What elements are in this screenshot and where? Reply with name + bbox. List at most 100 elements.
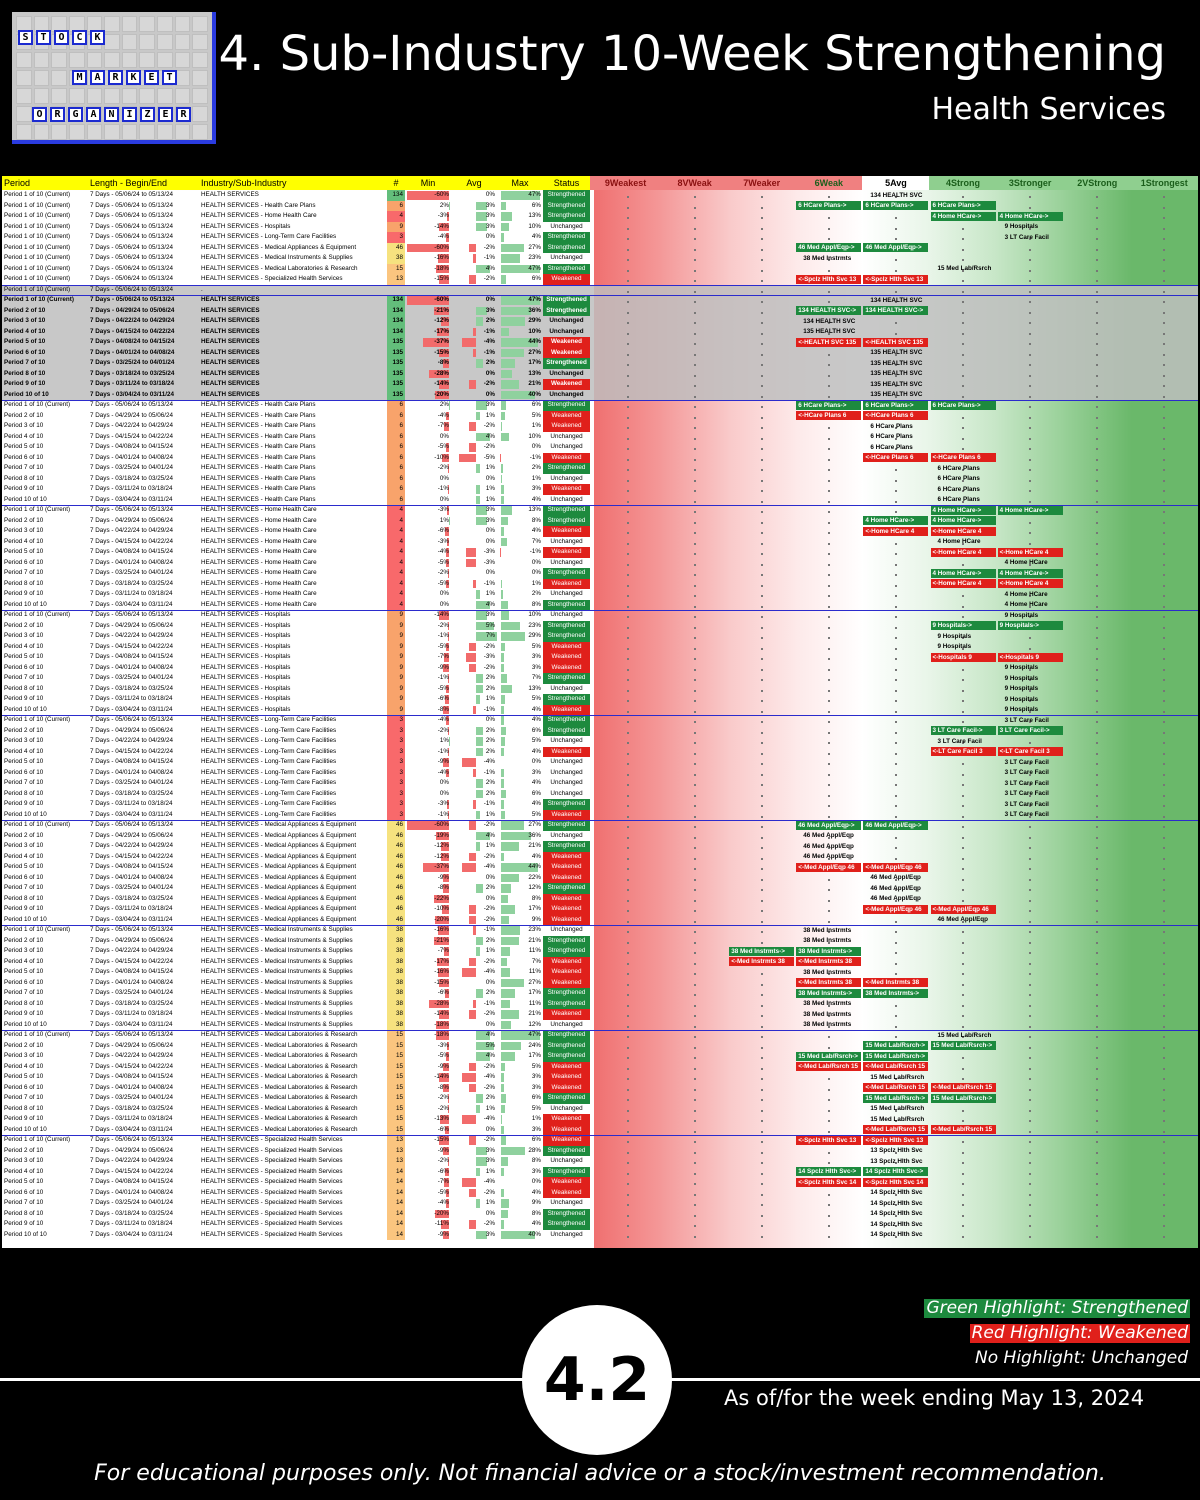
zone-label[interactable]: 15 Med Lab/Rsrch->: [930, 1093, 996, 1103]
table-row[interactable]: Period 9 of 10 7 Days - 03/11/24 to 03/18…: [2, 694, 1198, 705]
table-row[interactable]: Period 9 of 10 7 Days - 03/11/24 to 03/18…: [2, 484, 1198, 495]
zone-label[interactable]: <-Spclz Hlth Svc 13: [796, 1135, 862, 1145]
zone-label[interactable]: 46 Med Appl/Eqp->: [796, 820, 862, 830]
table-row[interactable]: Period 5 of 10 7 Days - 04/08/24 to 04/15…: [2, 1072, 1198, 1083]
zone-label[interactable]: 4 Home HCare->: [863, 516, 929, 526]
table-row[interactable]: Period 4 of 10 7 Days - 04/15/24 to 04/22…: [2, 536, 1198, 547]
zone-label[interactable]: 38 Med Instrmts: [803, 937, 852, 945]
zone-label[interactable]: <-Spclz Hlth Svc 14: [796, 1177, 862, 1187]
zone-label[interactable]: 6 HCare Plans: [937, 496, 980, 504]
table-row[interactable]: Period 3 of 10 7 Days - 04/22/24 to 04/29…: [2, 421, 1198, 432]
zone-label[interactable]: 4 Home HCare: [1004, 559, 1048, 567]
zone-label[interactable]: 6 HCare Plans->: [930, 400, 996, 410]
zone-label[interactable]: <-Spclz Hlth Svc 14: [863, 1177, 929, 1187]
zone-label[interactable]: 4 Home HCare->: [930, 516, 996, 526]
zone-label[interactable]: <-HEALTH SVC 135: [863, 337, 929, 347]
zone-label[interactable]: 134 HEALTH SVC: [870, 296, 923, 304]
column-header[interactable]: 3Stronger: [996, 176, 1064, 190]
table-row[interactable]: Period 8 of 10 7 Days - 03/18/24 to 03/25…: [2, 683, 1198, 694]
zone-label[interactable]: 6 HCare Plans: [870, 443, 913, 451]
table-row[interactable]: Period 8 of 10 7 Days - 03/18/24 to 03/25…: [2, 998, 1198, 1009]
table-row[interactable]: Period 8 of 10 7 Days - 03/18/24 to 03/25…: [2, 1208, 1198, 1219]
zone-label[interactable]: 14 Spclz Hlth Svc: [870, 1189, 923, 1197]
table-row[interactable]: Period 7 of 10 7 Days - 03/25/24 to 04/01…: [2, 988, 1198, 999]
column-header[interactable]: 1Strongest: [1130, 176, 1198, 190]
zone-label[interactable]: 15 Med Lab/Rsrch: [870, 1105, 925, 1113]
zone-label[interactable]: 15 Med Lab/Rsrch->: [863, 1051, 929, 1061]
table-row[interactable]: Period 4 of 10 7 Days - 04/15/24 to 04/22…: [2, 431, 1198, 442]
zone-label[interactable]: 4 Home HCare: [937, 538, 981, 546]
zone-label[interactable]: 6 HCare Plans->: [863, 201, 929, 211]
table-row[interactable]: Period 1 of 10 (Current) 7 Days - 05/06/2…: [2, 253, 1198, 264]
zone-label[interactable]: <-Home HCare 4: [863, 526, 929, 536]
table-row[interactable]: Period 4 of 10 7 Days - 04/15/24 to 04/22…: [2, 641, 1198, 652]
table-row[interactable]: Period 1 of 10 (Current) 7 Days - 05/06/2…: [2, 610, 1198, 621]
zone-label[interactable]: 46 Med Appl/Eqp: [803, 842, 854, 850]
table-row[interactable]: Period 4 of 10 7 Days - 04/15/24 to 04/22…: [2, 956, 1198, 967]
zone-label[interactable]: <-LT Care Facil 3: [997, 747, 1063, 757]
zone-label[interactable]: 15 Med Lab/Rsrch: [870, 1115, 925, 1123]
zone-label[interactable]: 6 HCare Plans: [870, 422, 913, 430]
zone-label[interactable]: 134 HEALTH SVC->: [796, 306, 862, 316]
table-row[interactable]: Period 1 of 10 (Current) 7 Days - 05/06/2…: [2, 400, 1198, 411]
table-row[interactable]: Period 4 of 10 7 Days - 04/15/24 to 04/22…: [2, 1061, 1198, 1072]
table-row[interactable]: Period 10 of 10 7 Days - 03/04/24 to 03/1…: [2, 809, 1198, 820]
zone-label[interactable]: 135 HEALTH SVC: [803, 328, 856, 336]
zone-label[interactable]: <-LT Care Facil 3: [930, 747, 996, 757]
table-row[interactable]: Period 1 of 10 (Current) 7 Days - 05/06/2…: [2, 190, 1198, 201]
table-row[interactable]: Period 10 of 10 7 Days - 03/04/24 to 03/1…: [2, 704, 1198, 715]
zone-label[interactable]: <-Med Appl/Eqp 46: [863, 862, 929, 872]
zone-label[interactable]: 38 Med Instrmts: [803, 1021, 852, 1029]
table-row[interactable]: Period 6 of 10 7 Days - 04/01/24 to 04/08…: [2, 557, 1198, 568]
zone-label[interactable]: <-Spclz Hlth Svc 13: [863, 274, 929, 284]
zone-label[interactable]: 15 Med Lab/Rsrch->: [863, 1041, 929, 1051]
zone-label[interactable]: 38 Med Instrmts: [803, 1000, 852, 1008]
zone-label[interactable]: 9 Hospitals: [937, 643, 972, 651]
zone-label[interactable]: 9 Hospitals: [1004, 223, 1039, 231]
table-row[interactable]: Period 3 of 10 7 Days - 04/22/24 to 04/29…: [2, 841, 1198, 852]
table-row[interactable]: Period 1 of 10 (Current) 7 Days - 05/06/2…: [2, 232, 1198, 243]
zone-label[interactable]: 9 Hospitals: [1004, 685, 1039, 693]
zone-label[interactable]: 38 Med Instrmts->: [796, 988, 862, 998]
zone-label[interactable]: <-Med Lab/Rsrch 15: [796, 1062, 862, 1072]
table-row[interactable]: Period 9 of 10 7 Days - 03/11/24 to 03/18…: [2, 799, 1198, 810]
column-header[interactable]: Max: [497, 176, 543, 190]
zone-label[interactable]: 9 Hospitals: [1004, 664, 1039, 672]
table-row[interactable]: Period 6 of 10 7 Days - 04/01/24 to 04/08…: [2, 977, 1198, 988]
zone-label[interactable]: 46 Med Appl/Eqp: [870, 874, 921, 882]
zone-label[interactable]: 46 Med Appl/Eqp->: [863, 243, 929, 253]
zone-label[interactable]: 13 Spclz Hlth Svc: [870, 1147, 923, 1155]
table-row[interactable]: Period 2 of 10 7 Days - 04/29/24 to 05/06…: [2, 725, 1198, 736]
zone-label[interactable]: 14 Spclz Hlth Svc->: [796, 1167, 862, 1177]
table-row[interactable]: Period 10 of 10 7 Days - 03/04/24 to 03/1…: [2, 389, 1198, 400]
zone-label[interactable]: 3 LT Care Facil: [1004, 779, 1049, 787]
zone-label[interactable]: 14 Spclz Hlth Svc: [870, 1210, 923, 1218]
table-row[interactable]: Period 2 of 10 7 Days - 04/29/24 to 05/06…: [2, 515, 1198, 526]
zone-label[interactable]: 3 LT Care Facil: [1004, 758, 1049, 766]
table-row[interactable]: Period 1 of 10 (Current) 7 Days - 05/06/2…: [2, 925, 1198, 936]
table-row[interactable]: Period 3 of 10 7 Days - 04/22/24 to 04/29…: [2, 526, 1198, 537]
table-row[interactable]: Period 1 of 10 (Current) 7 Days - 05/06/2…: [2, 211, 1198, 222]
zone-label[interactable]: 3 LT Care Facil: [1004, 811, 1049, 819]
zone-label[interactable]: <-HCare Plans 6: [863, 453, 929, 463]
zone-label[interactable]: <-Home HCare 4: [930, 526, 996, 536]
column-header[interactable]: Avg: [451, 176, 497, 190]
zone-label[interactable]: 134 HEALTH SVC: [870, 191, 923, 199]
zone-label[interactable]: 9 Hospitals: [1004, 706, 1039, 714]
zone-label[interactable]: 3 LT Care Facil->: [997, 726, 1063, 736]
table-row[interactable]: Period 7 of 10 7 Days - 03/25/24 to 04/01…: [2, 1093, 1198, 1104]
zone-label[interactable]: <-Med Instrmts 38: [863, 978, 929, 988]
table-row[interactable]: Period 2 of 10 7 Days - 04/29/24 to 05/06…: [2, 620, 1198, 631]
table-row[interactable]: Period 5 of 10 7 Days - 04/08/24 to 04/15…: [2, 1177, 1198, 1188]
table-row[interactable]: Period 4 of 10 7 Days - 04/15/24 to 04/22…: [2, 746, 1198, 757]
table-row[interactable]: Period 1 of 10 (Current) 7 Days - 05/06/2…: [2, 295, 1198, 306]
table-row[interactable]: Period 6 of 10 7 Days - 04/01/24 to 04/08…: [2, 1082, 1198, 1093]
table-row[interactable]: Period 9 of 10 7 Days - 03/11/24 to 03/18…: [2, 379, 1198, 390]
zone-label[interactable]: 6 HCare Plans: [937, 464, 980, 472]
zone-label[interactable]: 14 Spclz Hlth Svc->: [863, 1167, 929, 1177]
table-row[interactable]: Period 1 of 10 (Current) 7 Days - 05/06/2…: [2, 505, 1198, 516]
table-row[interactable]: Period 5 of 10 7 Days - 04/08/24 to 04/15…: [2, 862, 1198, 873]
zone-label[interactable]: 135 HEALTH SVC: [870, 359, 923, 367]
zone-label[interactable]: <-Med Lab/Rsrch 15: [930, 1125, 996, 1135]
zone-label[interactable]: <-Med Lab/Rsrch 15: [863, 1125, 929, 1135]
